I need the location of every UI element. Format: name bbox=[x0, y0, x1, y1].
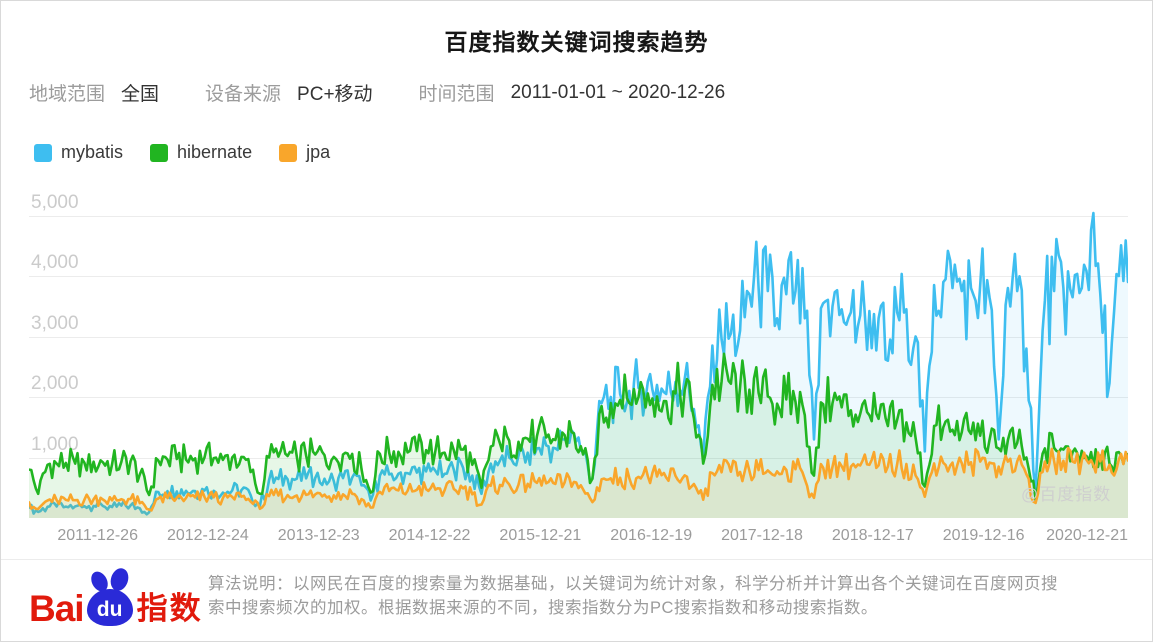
legend-swatch-hibernate bbox=[150, 143, 169, 162]
chart-legend: mybatis hibernate jpa bbox=[34, 142, 357, 163]
series-area-hibernate bbox=[29, 353, 1128, 518]
y-axis-label-1000: 1,000 bbox=[31, 433, 79, 455]
y-axis-label-2000: 2,000 bbox=[31, 373, 79, 394]
legend-label-mybatis: mybatis bbox=[61, 142, 124, 162]
logo-suffix-text: 指数 bbox=[136, 591, 203, 626]
region-filter-value[interactable]: 全国 bbox=[121, 84, 160, 105]
timerange-filter-label: 时间范围 bbox=[418, 84, 495, 105]
algorithm-description: 算法说明：以网民在百度的搜索量为数据基础，以关键词为统计对象，科学分析并计算出各… bbox=[208, 572, 1133, 620]
x-axis-label-2013-12-23: 2013-12-23 bbox=[277, 527, 360, 544]
device-filter-value[interactable]: PC+移动 bbox=[297, 84, 373, 105]
page-title: 百度指数关键词搜索趋势 bbox=[444, 29, 709, 55]
footer-separator bbox=[1, 559, 1152, 560]
y-axis-label-4000: 4,000 bbox=[31, 252, 79, 273]
x-axis-label-2012-12-24: 2012-12-24 bbox=[166, 527, 249, 544]
legend-item-hibernate[interactable]: hibernate bbox=[150, 142, 252, 163]
series-line-hibernate bbox=[29, 352, 1128, 502]
baidu-paw-icon: du bbox=[85, 565, 135, 626]
legend-swatch-jpa bbox=[279, 143, 298, 162]
series-line-jpa bbox=[29, 446, 1128, 512]
gridline-4000 bbox=[29, 276, 1128, 277]
logo-bai-text: Bai bbox=[29, 588, 85, 629]
baidu-index-logo[interactable]: Bai du 指数 bbox=[29, 565, 203, 629]
x-axis-label-2019-12-16: 2019-12-16 bbox=[942, 527, 1025, 544]
gridline-1000 bbox=[29, 457, 1128, 459]
x-axis-label-2020-12-21: 2020-12-21 bbox=[1046, 527, 1128, 544]
x-axis-label-2011-12-26: 2011-12-26 bbox=[57, 527, 138, 544]
device-filter-label: 设备来源 bbox=[205, 84, 282, 105]
algorithm-description-line1: 算法说明：以网民在百度的搜索量为数据基础，以关键词为统计对象，科学分析并计算出各… bbox=[208, 575, 1058, 593]
x-axis-label-2016-12-19: 2016-12-19 bbox=[610, 527, 693, 544]
legend-label-jpa: jpa bbox=[306, 142, 331, 162]
gridline-2000 bbox=[29, 397, 1128, 398]
logo-du-text: du bbox=[96, 598, 123, 621]
x-axis-label-2017-12-18: 2017-12-18 bbox=[721, 527, 803, 544]
legend-item-mybatis[interactable]: mybatis bbox=[34, 142, 123, 163]
legend-swatch-mybatis bbox=[34, 143, 52, 162]
series-area-mybatis bbox=[29, 213, 1128, 518]
region-filter-label: 地域范围 bbox=[29, 84, 106, 105]
y-axis-label-5000: 5,000 bbox=[31, 191, 79, 213]
algorithm-description-line2: 索中搜索频次的加权。根据数据来源的不同，搜索指数分为PC搜索指数和移动搜索指数。 bbox=[208, 599, 878, 617]
x-axis-label-2014-12-22: 2014-12-22 bbox=[388, 527, 471, 544]
trend-plot-canvas[interactable] bbox=[29, 211, 1128, 518]
timerange-filter-value[interactable]: 2011-01-01 ~ 2020-12-26 bbox=[510, 81, 726, 103]
legend-label-hibernate: hibernate bbox=[177, 142, 253, 162]
gridline-5000 bbox=[29, 215, 1128, 217]
x-axis-label-2015-12-21: 2015-12-21 bbox=[499, 527, 582, 544]
watermark: @百度指数 bbox=[1021, 485, 1112, 504]
y-axis-label-3000: 3,000 bbox=[31, 312, 79, 334]
x-axis-label-2018-12-17: 2018-12-17 bbox=[831, 527, 914, 544]
legend-item-jpa[interactable]: jpa bbox=[279, 142, 330, 163]
gridline-3000 bbox=[29, 336, 1128, 338]
filter-bar: 地域范围 全国 设备来源 PC+移动 时间范围 2011-01-01 ~ 202… bbox=[29, 79, 771, 106]
